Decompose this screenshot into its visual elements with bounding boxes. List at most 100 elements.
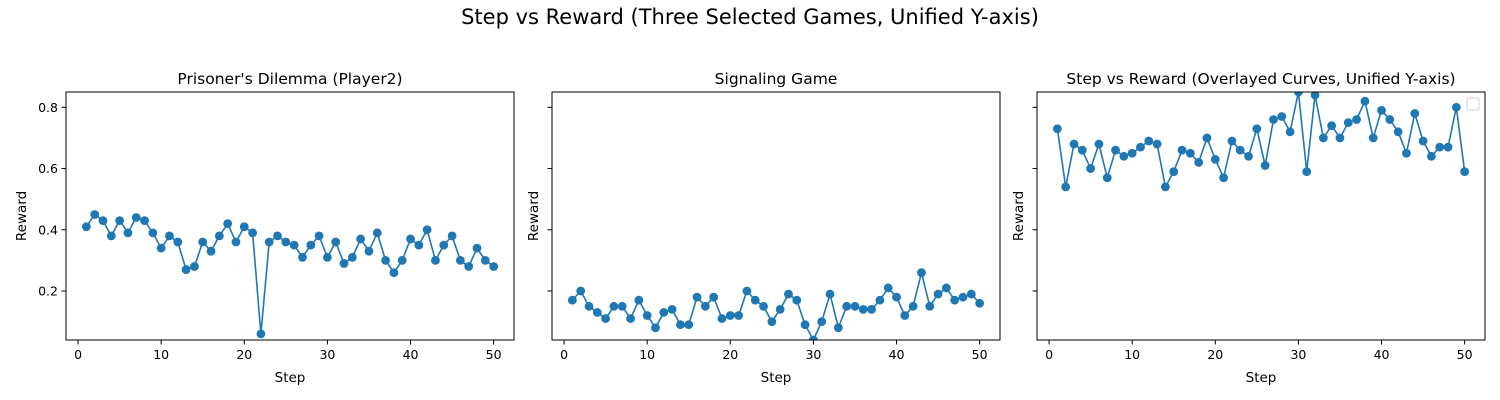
data-point: [1426, 151, 1436, 161]
data-point: [734, 311, 743, 320]
data-point: [1460, 167, 1470, 177]
data-point: [264, 237, 274, 247]
data-point: [131, 213, 141, 222]
data-point: [667, 304, 677, 314]
data-point: [709, 292, 719, 302]
data-point: [700, 301, 710, 311]
data-point: [90, 210, 100, 219]
data-point: [165, 231, 174, 241]
data-point: [1435, 142, 1445, 152]
data-point: [1244, 151, 1253, 161]
data-point: [347, 252, 357, 262]
data-point: [1227, 136, 1237, 146]
data-point: [775, 304, 785, 314]
data-point: [908, 301, 918, 311]
data-point: [858, 304, 868, 314]
y-tick-label: 0.8: [38, 100, 58, 115]
data-point: [900, 311, 910, 320]
data-point: [1127, 148, 1137, 158]
data-point: [725, 311, 735, 320]
data-point: [925, 301, 935, 311]
data-point: [339, 259, 349, 268]
data-point: [1294, 92, 1303, 97]
x-tick-label: 50: [972, 347, 988, 362]
data-point: [692, 292, 702, 302]
panel-title: Prisoner's Dilemma (Player2): [177, 70, 402, 88]
data-point: [273, 231, 282, 241]
plot-area: [81, 210, 499, 339]
data-point: [1343, 118, 1353, 128]
legend-box: [1466, 97, 1480, 111]
data-point: [1185, 148, 1195, 158]
data-point: [867, 304, 876, 314]
data-point: [1202, 133, 1212, 143]
data-point: [223, 219, 233, 229]
data-point: [464, 262, 474, 271]
data-point: [759, 301, 768, 311]
data-point: [1094, 139, 1104, 149]
x-tick-label: 10: [1124, 347, 1140, 362]
data-point: [439, 240, 449, 250]
data-point: [306, 240, 316, 250]
data-point: [414, 240, 424, 250]
data-point: [1368, 133, 1378, 143]
data-point: [684, 320, 694, 330]
data-point: [1219, 173, 1228, 183]
data-point: [634, 295, 644, 305]
x-tick-label: 30: [319, 347, 335, 362]
data-point: [1152, 139, 1162, 149]
data-point: [1161, 182, 1170, 192]
data-point: [933, 289, 943, 299]
data-point: [422, 225, 432, 235]
data-point: [406, 234, 415, 244]
data-point: [817, 317, 827, 327]
data-point: [397, 256, 407, 265]
data-point: [198, 237, 208, 247]
x-tick-label: 20: [236, 347, 252, 362]
data-point: [239, 222, 249, 232]
data-point: [1061, 182, 1071, 192]
data-point: [81, 222, 91, 232]
data-point: [850, 301, 860, 311]
data-point: [617, 301, 627, 311]
y-tick-label: 0.2: [38, 284, 58, 299]
data-point: [592, 308, 602, 317]
data-point: [1418, 136, 1428, 146]
data-point: [642, 311, 652, 320]
chart-panels: Prisoner's Dilemma (Player2) 0 10 20 30 40 50 0…: [14, 70, 1486, 386]
data-point: [917, 268, 926, 278]
y-axis-label: Reward: [14, 191, 30, 241]
y-axis-label: Reward: [526, 191, 542, 241]
data-point: [331, 237, 341, 247]
data-point: [289, 240, 299, 250]
x-tick-label: 0: [1045, 347, 1053, 362]
data-point: [231, 237, 241, 247]
data-point: [314, 231, 324, 241]
x-axis-label: Step: [275, 370, 306, 386]
x-tick-label: 50: [486, 347, 502, 362]
data-point: [1318, 133, 1328, 143]
data-point: [958, 292, 968, 302]
data-point: [206, 246, 216, 256]
data-point: [842, 301, 852, 311]
data-point: [1277, 112, 1287, 121]
x-tick-label: 20: [722, 347, 738, 362]
axes-frame: [551, 91, 1001, 341]
data-point: [1377, 105, 1386, 115]
data-point: [800, 320, 810, 330]
data-point: [1210, 154, 1220, 164]
x-axis-label: Step: [1246, 370, 1277, 386]
data-point: [1086, 164, 1096, 173]
data-point: [248, 228, 257, 238]
figure-suptitle: Step vs Reward (Three Selected Games, Un…: [461, 5, 1039, 29]
x-tick-label: 50: [1457, 347, 1473, 362]
data-point: [389, 268, 399, 278]
plot-area: [567, 268, 985, 340]
chart-panel-1: Prisoner's Dilemma (Player2) 0 10 20 30 40 50 0…: [14, 70, 515, 386]
x-axis-label: Step: [761, 370, 792, 386]
data-point: [1194, 158, 1204, 167]
data-point: [784, 289, 793, 299]
data-point: [140, 216, 149, 225]
x-tick-label: 30: [1290, 347, 1306, 362]
